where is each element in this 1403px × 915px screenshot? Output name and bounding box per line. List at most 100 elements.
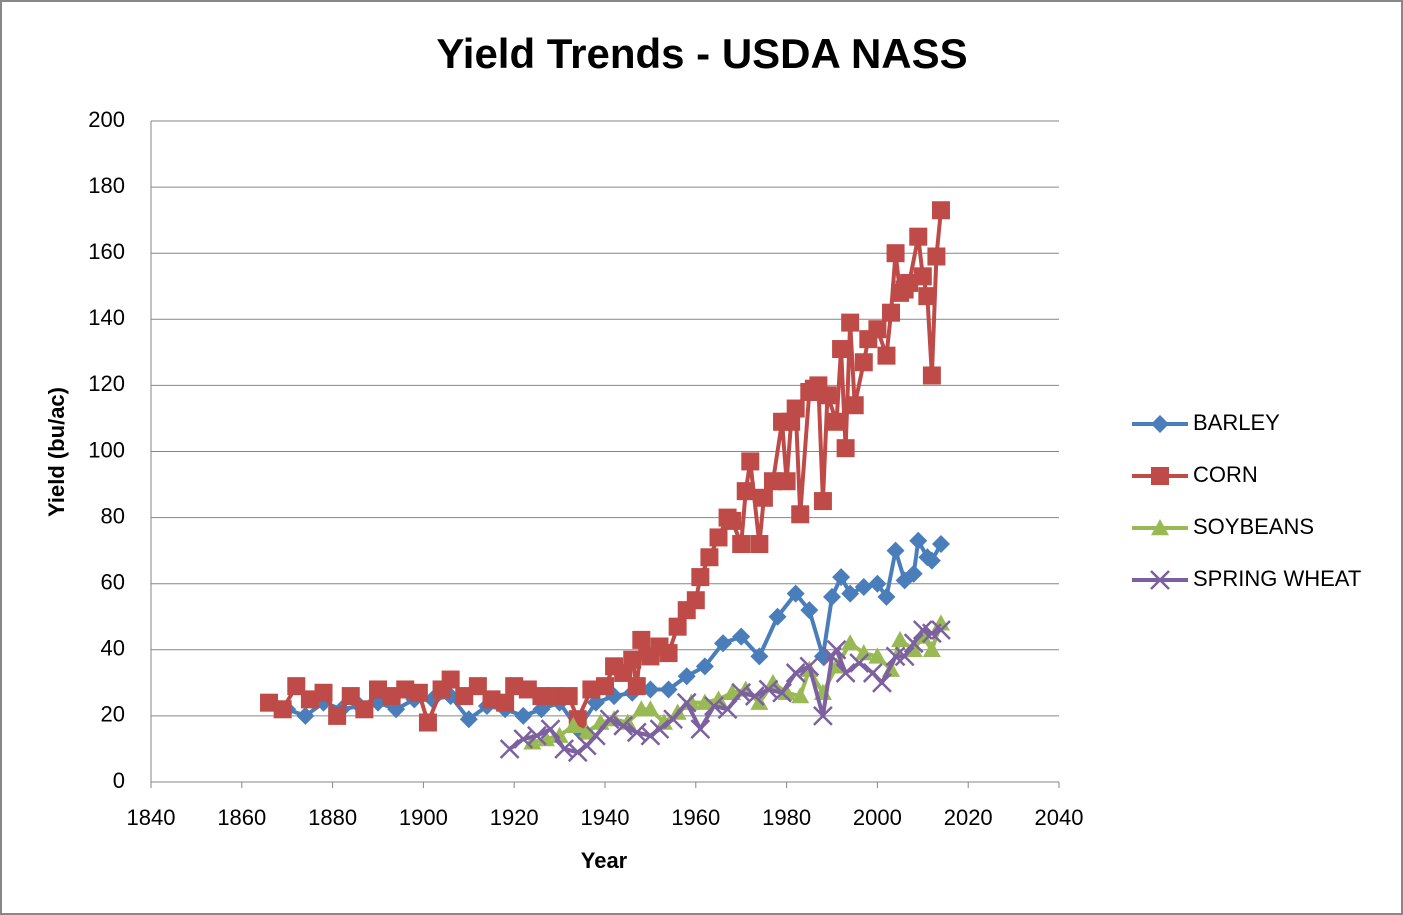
marker (754, 488, 773, 507)
marker (382, 687, 401, 706)
marker (868, 647, 887, 664)
marker (314, 683, 333, 702)
marker (894, 646, 915, 667)
marker (564, 716, 583, 734)
marker (695, 693, 714, 710)
chart-title: Yield Trends - USDA NASS (436, 30, 967, 77)
marker (903, 633, 924, 654)
marker (841, 584, 860, 603)
marker (613, 715, 634, 736)
y-tick-label: 0 (113, 768, 125, 793)
marker (886, 541, 905, 560)
marker (505, 677, 524, 696)
marker (823, 587, 841, 606)
marker (632, 630, 651, 649)
marker (546, 687, 565, 706)
marker (499, 739, 520, 759)
x-tick-label: 1960 (671, 805, 720, 830)
marker (813, 492, 832, 511)
marker (927, 247, 946, 266)
marker (273, 700, 292, 719)
marker (649, 719, 670, 740)
marker (741, 452, 760, 471)
marker (582, 680, 601, 699)
legend-label: CORN (1193, 462, 1258, 487)
marker (732, 535, 751, 554)
x-tick-label: 1840 (127, 805, 176, 830)
marker (441, 670, 460, 689)
marker (818, 386, 837, 405)
marker (623, 650, 642, 669)
marker (695, 657, 714, 676)
marker (641, 680, 660, 699)
marker (455, 687, 474, 706)
series (260, 201, 950, 732)
marker (922, 551, 941, 570)
x-axis-title: Year (581, 848, 628, 873)
marker (690, 719, 711, 740)
marker (627, 677, 646, 696)
marker (868, 574, 887, 593)
marker (676, 692, 697, 713)
marker (832, 340, 851, 359)
x-tick-label: 2020 (944, 805, 993, 830)
y-tick-label: 160 (88, 239, 125, 264)
marker (785, 663, 806, 683)
legend-label: BARLEY (1193, 410, 1280, 435)
marker (744, 686, 765, 706)
marker (468, 677, 487, 696)
marker (786, 399, 805, 418)
marker (1151, 467, 1169, 485)
marker (567, 742, 588, 763)
marker (777, 683, 796, 700)
marker (668, 617, 687, 636)
marker (723, 511, 742, 530)
marker (750, 647, 769, 666)
marker (709, 690, 728, 707)
marker (482, 690, 501, 709)
x-tick-label: 2000 (853, 805, 902, 830)
marker (686, 591, 705, 610)
marker (709, 528, 728, 547)
y-tick-label: 100 (88, 437, 125, 462)
marker (922, 640, 941, 657)
marker (799, 656, 820, 677)
marker (872, 672, 892, 693)
marker (655, 713, 674, 730)
marker (836, 439, 855, 458)
marker (877, 346, 896, 365)
y-tick-label: 140 (88, 305, 125, 330)
marker (791, 505, 810, 524)
x-tick-label: 1880 (308, 805, 357, 830)
marker (877, 587, 896, 606)
marker (931, 535, 950, 554)
marker (868, 320, 887, 339)
marker (1151, 415, 1169, 433)
marker (518, 680, 537, 699)
marker (659, 680, 678, 699)
marker (931, 201, 950, 220)
marker (1150, 570, 1170, 590)
marker (536, 730, 555, 747)
marker (287, 677, 306, 696)
marker (1151, 519, 1169, 536)
marker (931, 620, 951, 640)
y-tick-label: 80 (101, 503, 125, 528)
marker (409, 683, 428, 702)
y-tick-label: 40 (101, 636, 125, 661)
marker (922, 366, 941, 385)
marker (909, 531, 928, 550)
marker (328, 706, 347, 725)
marker (736, 482, 755, 501)
y-tick-label: 180 (88, 173, 125, 198)
marker (527, 725, 547, 746)
marker (640, 725, 661, 746)
marker (659, 644, 678, 663)
marker (677, 667, 696, 686)
marker (904, 564, 923, 583)
marker (714, 634, 733, 653)
x-tick-label: 1940 (581, 805, 630, 830)
marker (691, 568, 710, 587)
